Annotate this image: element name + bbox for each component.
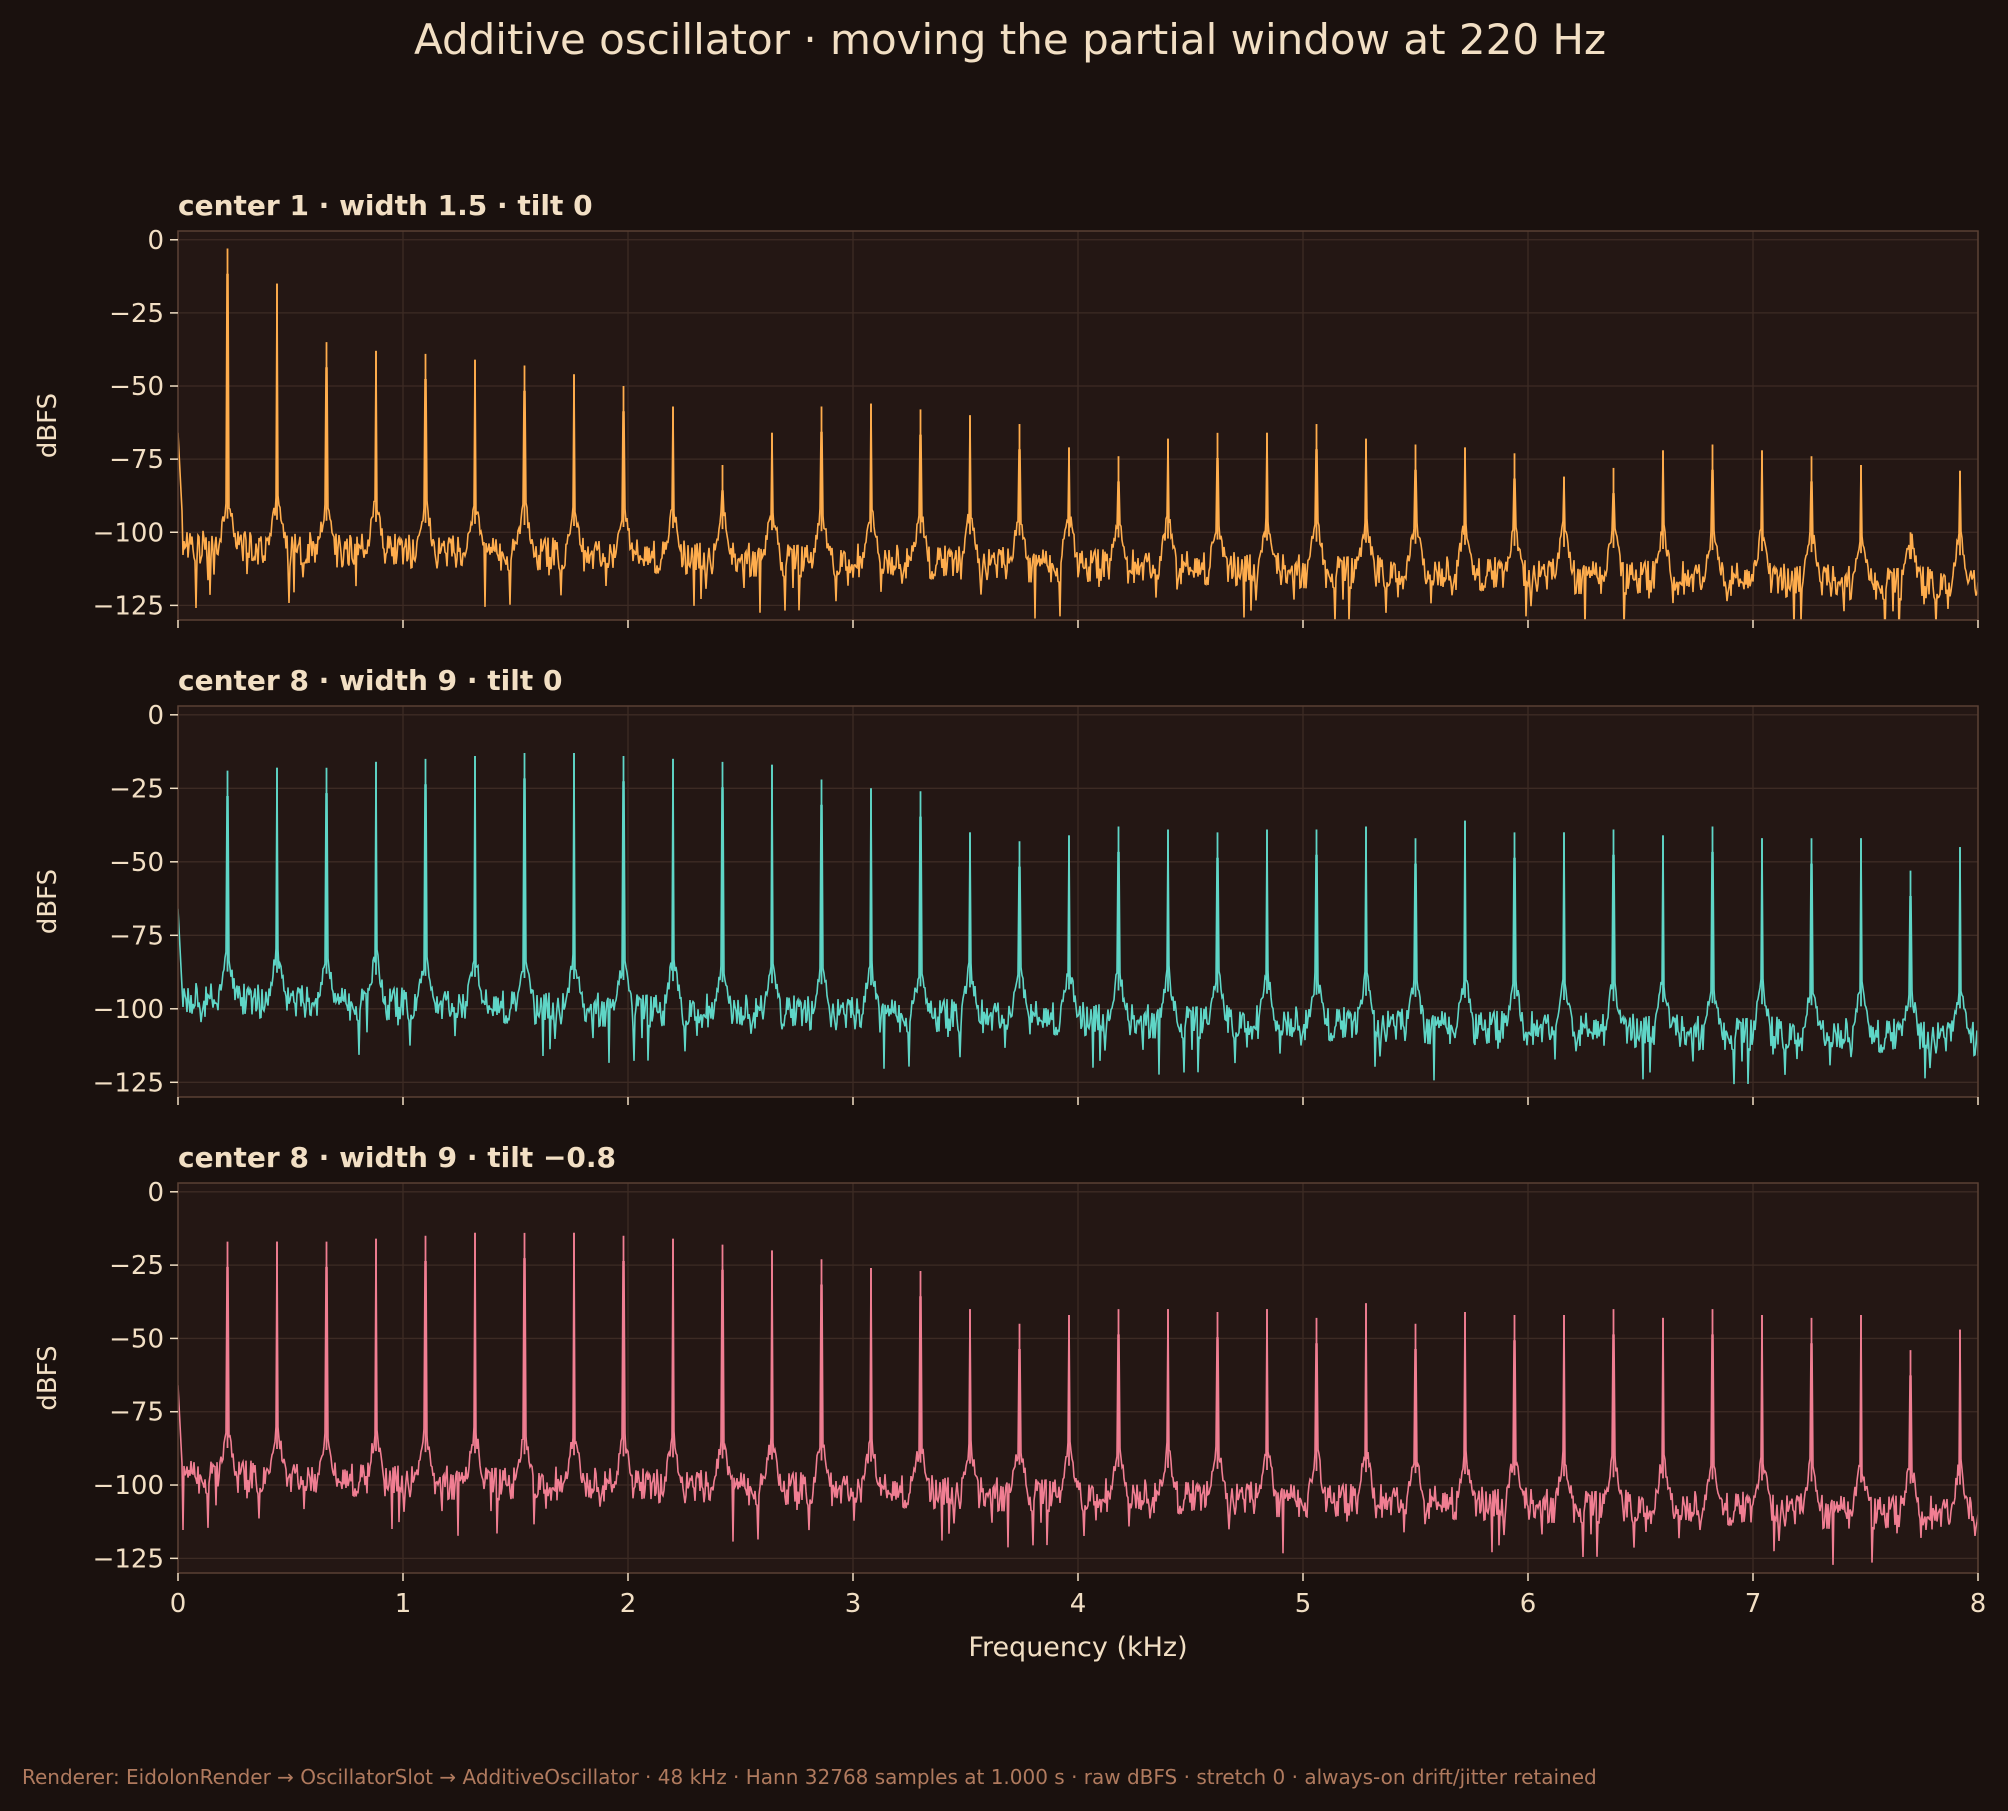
spectrum-trace xyxy=(178,752,1978,1085)
y-tick-label: −25 xyxy=(109,774,164,804)
figure-title: Additive oscillator · moving the partial… xyxy=(414,15,1606,64)
y-axis-label: dBFS xyxy=(33,1345,63,1410)
x-tick-label: 1 xyxy=(395,1589,412,1619)
y-tick-label: 0 xyxy=(147,1178,164,1208)
chart-panel-1: 0 −25 −50 −75 −100 −125 center 1 · width 1.5 ·… xyxy=(33,189,1979,628)
chart-panel-2: 0 −25 −50 −75 −100 −125 center 8 · width 9 · t… xyxy=(33,664,1979,1105)
x-tick-label: 5 xyxy=(1295,1589,1312,1619)
x-tick-label: 6 xyxy=(1520,1589,1537,1619)
x-tick-label: 7 xyxy=(1745,1589,1762,1619)
y-tick-label: −100 xyxy=(93,995,164,1025)
panel-title: center 1 · width 1.5 · tilt 0 xyxy=(178,189,593,222)
y-tick-label: −125 xyxy=(93,591,164,621)
y-tick-label: −125 xyxy=(93,1544,164,1574)
y-tick-label: −100 xyxy=(93,1471,164,1501)
spectrum-trace xyxy=(178,1232,1978,1565)
y-tick-label: −100 xyxy=(93,518,164,548)
y-tick-label: −25 xyxy=(109,1251,164,1281)
y-axis-label: dBFS xyxy=(33,869,63,934)
y-tick-label: −75 xyxy=(109,445,164,475)
y-tick-label: −75 xyxy=(109,1398,164,1428)
spectrum-trace xyxy=(178,273,1978,620)
y-tick-label: −50 xyxy=(109,1324,164,1354)
y-tick-label: 0 xyxy=(147,701,164,731)
figure-footer: Renderer: EidolonRender → OscillatorSlot… xyxy=(22,1765,1597,1789)
x-tick-label: 4 xyxy=(1070,1589,1087,1619)
x-tick-label: 8 xyxy=(1970,1589,1987,1619)
y-axis-label: dBFS xyxy=(33,393,63,458)
y-tick-label: −125 xyxy=(93,1068,164,1098)
panels: 0 −25 −50 −75 −100 −125 center 1 · width 1.5 ·… xyxy=(33,189,1986,1663)
y-tick-label: −50 xyxy=(109,372,164,402)
x-tick-label: 2 xyxy=(620,1589,637,1619)
x-tick-label: 0 xyxy=(170,1589,187,1619)
x-tick-label: 3 xyxy=(845,1589,862,1619)
x-axis-label: Frequency (kHz) xyxy=(968,1632,1187,1663)
y-tick-label: −75 xyxy=(109,921,164,951)
y-tick-label: 0 xyxy=(147,226,164,256)
y-tick-label: −50 xyxy=(109,848,164,878)
panel-title: center 8 · width 9 · tilt 0 xyxy=(178,664,562,697)
panel-title: center 8 · width 9 · tilt −0.8 xyxy=(178,1141,616,1174)
y-tick-label: −25 xyxy=(109,299,164,329)
